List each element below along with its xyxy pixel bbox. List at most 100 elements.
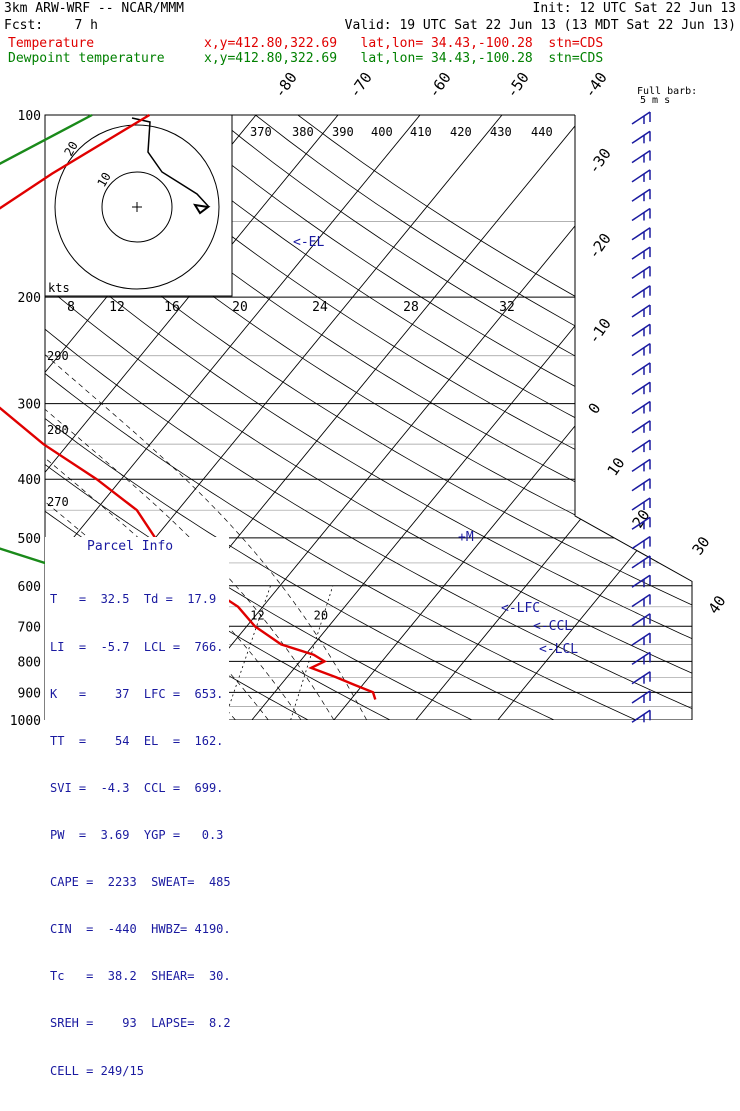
hodograph-tick-label: 20 [232,300,248,315]
theta-label: 440 [531,125,553,139]
isotherm-label: -80 [271,69,301,102]
parcel-row: CIN = -440 HWBZ= 4190. [50,922,231,938]
parcel-row: LI = -5.7 LCL = 766. [50,640,231,656]
dry-adiabat-line [256,115,740,720]
wind-barb [632,556,650,568]
parcel-row: SREH = 93 LAPSE= 8.2 [50,1016,231,1032]
parcel-row: SVI = -4.3 CCL = 699. [50,781,231,797]
theta-label: 280 [47,423,69,437]
isotherm-label: -50 [503,69,533,102]
hodograph-tick-label: 16 [164,300,180,315]
wind-barb [632,479,650,491]
pressure-tick-label: 100 [18,109,41,124]
theta-label: 430 [490,125,512,139]
wind-barb [632,170,650,182]
parcel-row: PW = 3.69 YGP = 0.3 [50,828,231,844]
theta-label: 390 [332,125,354,139]
hodograph-kts-label: kts [48,281,70,295]
theta-label: 370 [250,125,272,139]
isotherm-label: -30 [585,145,615,178]
parcel-info-rows: T = 32.5 Td = 17.9 LI = -5.7 LCL = 766. … [50,561,231,1111]
parcel-info-box: Parcel Info T = 32.5 Td = 17.9 LI = -5.7… [45,537,229,723]
wind-barb [632,633,650,645]
wind-barb [632,344,650,356]
wind-barbs [632,112,650,722]
isotherm-label: -60 [425,69,455,102]
isotherm-label: 10 [604,454,629,479]
pressure-tick-label: 1000 [10,714,41,729]
chart-right-frame [575,115,692,720]
hodograph-tick-label: 12 [109,300,125,315]
hodograph-tick-label: 8 [67,300,75,315]
wind-barb [632,382,650,394]
parcel-row: CAPE = 2233 SWEAT= 485 [50,875,231,891]
wind-barb [632,614,650,626]
theta-label: 270 [47,495,69,509]
parcel-row: T = 32.5 Td = 17.9 [50,592,231,608]
theta-label: 420 [450,125,472,139]
theta-label: 410 [410,125,432,139]
lfc-annotation: <-LFC [501,601,540,616]
pressure-tick-label: 400 [18,473,41,488]
mixing-ratio-label: 20 [314,609,328,623]
wind-barb [632,324,650,336]
isotherm-label: 40 [705,592,730,617]
barb-key-units: 5 m s [640,95,670,106]
wind-barb [632,402,650,414]
wind-barb [632,305,650,317]
isotherm-line [416,115,740,720]
parcel-row: CELL = 249/15 [50,1064,231,1080]
isotherm-label: -40 [581,69,611,102]
wind-barb [632,266,650,278]
pressure-tick-label: 600 [18,580,41,595]
wind-barb [632,228,650,240]
theta-label: 380 [292,125,314,139]
pressure-tick-label: 800 [18,655,41,670]
moist-adiabat-line [0,297,6,720]
parcel-row: TT = 54 EL = 162. [50,734,231,750]
wind-barb [632,286,650,298]
wind-barb [632,652,650,664]
hodograph-tick-label: 28 [403,300,419,315]
isotherm-label: -70 [346,69,376,102]
theta-label: 290 [47,349,69,363]
hodograph-tick-label: 24 [312,300,328,315]
pressure-tick-label: 300 [18,398,41,413]
parcel-row: Tc = 38.2 SHEAR= 30. [50,969,231,985]
parcel-row: K = 37 LFC = 653. [50,687,231,703]
wind-barb [632,131,650,143]
hodograph-tick-label: 32 [499,300,515,315]
wind-barb [632,151,650,163]
isotherm-line [252,115,740,720]
wind-barb [632,672,650,684]
pressure-tick-label: 700 [18,620,41,635]
dry-adiabat-line [213,115,740,720]
wind-barb [632,459,650,471]
isotherm-label: -10 [585,315,615,348]
el-annotation: <-EL [293,235,324,250]
pressure-tick-label: 500 [18,532,41,547]
wind-barb [632,537,650,549]
wind-barb [632,440,650,452]
wind-barb [632,421,650,433]
wind-barb [632,247,650,259]
isotherm-label: 30 [689,533,714,558]
wind-barb [632,209,650,221]
wind-barb [632,710,650,722]
pressure-tick-label: 900 [18,686,41,701]
lcl-annotation: <-LCL [539,642,578,657]
isotherm-line [170,115,666,720]
wind-barb [632,189,650,201]
parcel-info-title: Parcel Info [87,539,173,554]
parcel-mark: +M [458,530,474,545]
wind-barb [632,595,650,607]
pressure-tick-label: 200 [18,291,41,306]
isotherm-label: -20 [585,230,615,263]
wind-barb [632,363,650,375]
mixing-ratio-label: 12 [250,609,264,623]
isotherm-label: 0 [585,400,605,418]
ccl-annotation: <-CCL [533,619,572,634]
theta-label: 400 [371,125,393,139]
mixing-ratio-line [224,586,270,720]
dry-adiabat-line [298,115,740,720]
